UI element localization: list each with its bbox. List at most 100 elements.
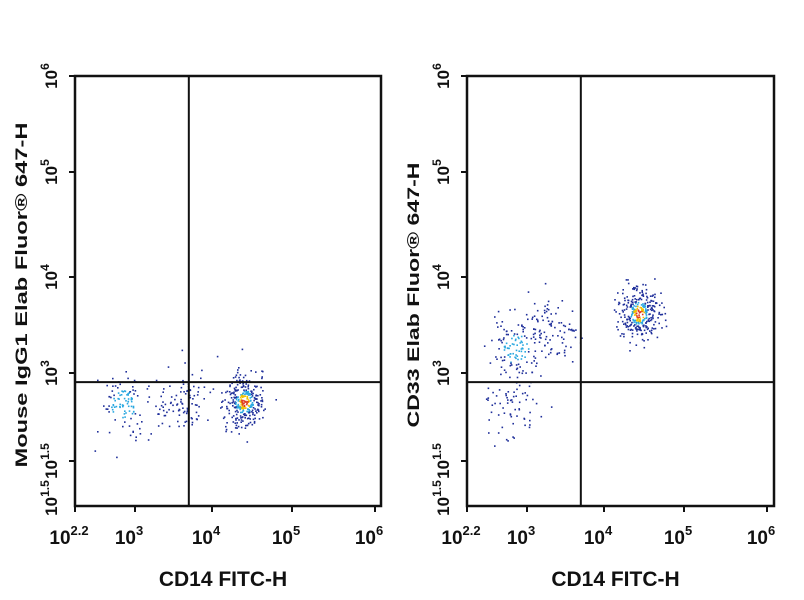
scatter-point [502, 407, 504, 409]
scatter-point [114, 399, 116, 402]
scatter-point [240, 411, 242, 414]
scatter-point [563, 349, 566, 352]
scatter-point [636, 318, 639, 321]
scatter-point [642, 325, 645, 328]
scatter-point [106, 408, 109, 410]
scatter-point [134, 413, 137, 415]
scatter-point [550, 348, 553, 350]
scatter-point [636, 330, 638, 332]
scatter-point [648, 320, 650, 323]
scatter-point [262, 416, 264, 419]
scatter-point [637, 321, 640, 324]
scatter-point [127, 377, 129, 380]
scatter-point [642, 316, 645, 319]
scatter-point [253, 414, 256, 416]
scatter-point [235, 374, 238, 376]
scatter-point [244, 374, 247, 377]
scatter-dots [94, 348, 277, 459]
scatter-point [624, 299, 626, 302]
scatter-point [247, 401, 249, 403]
scatter-point [231, 382, 233, 385]
scatter-point [641, 313, 644, 316]
scatter-point [645, 310, 648, 313]
scatter-point [253, 388, 255, 391]
scatter-point [250, 393, 253, 395]
scatter-point [653, 310, 656, 313]
scatter-point [495, 395, 498, 397]
scatter-point [201, 369, 203, 372]
scatter-point [636, 333, 639, 336]
scatter-point [515, 364, 518, 366]
scatter-point [130, 400, 133, 403]
scatter-point [648, 317, 650, 320]
scatter-point [641, 323, 644, 325]
scatter-point [233, 392, 235, 395]
scatter-point [636, 303, 639, 306]
scatter-point [544, 338, 547, 341]
scatter-point [247, 391, 249, 394]
scatter-point [527, 318, 529, 321]
scatter-point [501, 359, 504, 362]
scatter-point [506, 330, 508, 332]
scatter-point [240, 401, 242, 403]
scatter-point [627, 279, 629, 281]
scatter-point [254, 417, 256, 420]
scatter-point [515, 349, 518, 352]
scatter-point [225, 428, 228, 431]
scatter-point [180, 386, 183, 389]
x-tick-label: 103 [507, 523, 535, 549]
scatter-point [510, 362, 512, 365]
scatter-point [245, 379, 248, 382]
scatter-point [249, 421, 252, 424]
x-tick-label: 102.2 [49, 523, 88, 549]
scatter-point [490, 411, 493, 414]
scatter-point [258, 410, 260, 413]
scatter-point [245, 401, 248, 403]
scatter-point [522, 328, 524, 331]
scatter-point [637, 325, 640, 327]
scatter-point [534, 338, 537, 340]
scatter-point [534, 350, 537, 352]
scatter-point [239, 406, 242, 409]
scatter-point [129, 434, 132, 437]
scatter-point [619, 335, 622, 337]
scatter-point [172, 410, 175, 413]
scatter-point [517, 358, 519, 361]
scatter-point [529, 419, 531, 422]
scatter-point [114, 419, 116, 421]
scatter-point [651, 295, 654, 297]
scatter-point [235, 413, 238, 416]
scatter-point [536, 309, 539, 312]
scatter-point [636, 325, 638, 328]
scatter-point [513, 334, 515, 337]
scatter-point [264, 408, 266, 410]
scatter-point [642, 308, 644, 311]
scatter-point [233, 406, 236, 409]
scatter-point [252, 392, 254, 395]
scatter-point [166, 411, 168, 414]
scatter-point [637, 316, 640, 319]
scatter-point [520, 358, 523, 360]
scatter-point [122, 425, 124, 428]
scatter-point [514, 408, 516, 411]
y-tick-label: 104 [430, 264, 453, 290]
scatter-point [191, 373, 194, 376]
scatter-point [639, 319, 641, 322]
scatter-point [243, 389, 245, 391]
scatter-point [251, 423, 254, 426]
scatter-point [130, 405, 133, 408]
scatter-point [631, 314, 633, 316]
scatter-point [241, 411, 244, 414]
x-tick-labels: 102.2 103 104 105 106 [441, 506, 775, 549]
scatter-point [244, 417, 246, 419]
scatter-point [614, 299, 616, 301]
scatter-point [226, 422, 228, 424]
scatter-point [639, 292, 641, 294]
scatter-point [239, 408, 241, 411]
scatter-point [242, 408, 244, 410]
scatter-point [571, 329, 574, 332]
scatter-point [651, 327, 654, 329]
scatter-point [645, 322, 647, 324]
scatter-point [193, 394, 196, 397]
